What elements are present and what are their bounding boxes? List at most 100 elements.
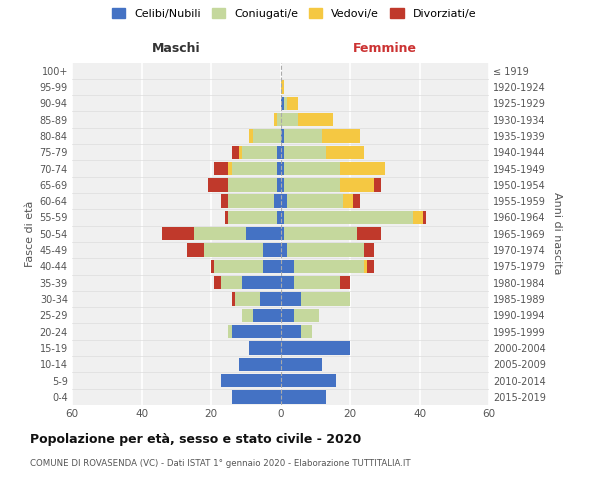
Bar [232, 146, 239, 159]
Text: Maschi: Maschi [152, 42, 200, 55]
Bar [281, 358, 322, 371]
Bar [284, 211, 413, 224]
Bar [163, 227, 194, 240]
Bar [281, 146, 284, 159]
Bar [364, 244, 374, 256]
Bar [249, 341, 281, 354]
Bar [239, 358, 281, 371]
Bar [281, 325, 301, 338]
Bar [284, 96, 287, 110]
Bar [277, 178, 281, 192]
Bar [340, 162, 385, 175]
Text: Femmine: Femmine [353, 42, 417, 55]
Bar [277, 146, 281, 159]
Bar [263, 260, 281, 273]
Bar [357, 227, 381, 240]
Bar [229, 178, 277, 192]
Bar [221, 374, 281, 387]
Bar [187, 244, 204, 256]
Bar [343, 194, 353, 208]
Bar [214, 276, 221, 289]
Bar [221, 194, 229, 208]
Bar [281, 194, 287, 208]
Bar [295, 308, 319, 322]
Bar [214, 260, 263, 273]
Bar [413, 211, 423, 224]
Bar [229, 194, 274, 208]
Bar [281, 129, 284, 142]
Bar [284, 162, 340, 175]
Bar [235, 292, 260, 306]
Bar [298, 113, 332, 126]
Bar [229, 325, 232, 338]
Bar [287, 244, 364, 256]
Bar [239, 146, 242, 159]
Bar [242, 308, 253, 322]
Bar [281, 292, 301, 306]
Bar [281, 211, 284, 224]
Text: COMUNE DI ROVASENDA (VC) - Dati ISTAT 1° gennaio 2020 - Elaborazione TUTTITALIA.: COMUNE DI ROVASENDA (VC) - Dati ISTAT 1°… [30, 459, 410, 468]
Bar [277, 113, 281, 126]
Bar [242, 276, 281, 289]
Bar [253, 308, 281, 322]
Bar [208, 178, 229, 192]
Text: Popolazione per età, sesso e stato civile - 2020: Popolazione per età, sesso e stato civil… [30, 432, 361, 446]
Bar [281, 96, 284, 110]
Bar [301, 292, 350, 306]
Bar [232, 390, 281, 404]
Bar [249, 129, 253, 142]
Bar [301, 325, 312, 338]
Bar [353, 194, 361, 208]
Bar [281, 260, 295, 273]
Bar [284, 146, 326, 159]
Bar [295, 276, 340, 289]
Bar [232, 292, 235, 306]
Bar [423, 211, 427, 224]
Bar [322, 129, 361, 142]
Bar [221, 276, 242, 289]
Bar [287, 194, 343, 208]
Bar [211, 260, 214, 273]
Bar [340, 178, 374, 192]
Bar [277, 211, 281, 224]
Bar [281, 308, 295, 322]
Bar [274, 113, 277, 126]
Bar [281, 162, 284, 175]
Bar [281, 178, 284, 192]
Bar [281, 227, 284, 240]
Bar [253, 129, 281, 142]
Y-axis label: Fasce di età: Fasce di età [25, 200, 35, 267]
Bar [281, 244, 287, 256]
Bar [214, 162, 229, 175]
Bar [281, 390, 326, 404]
Bar [281, 80, 284, 94]
Bar [194, 227, 246, 240]
Bar [246, 227, 281, 240]
Bar [281, 341, 350, 354]
Bar [364, 260, 367, 273]
Bar [281, 374, 336, 387]
Bar [295, 260, 364, 273]
Legend: Celibi/Nubili, Coniugati/e, Vedovi/e, Divorziati/e: Celibi/Nubili, Coniugati/e, Vedovi/e, Di… [110, 6, 478, 21]
Bar [263, 244, 281, 256]
Bar [281, 113, 298, 126]
Bar [225, 211, 229, 224]
Bar [287, 96, 298, 110]
Bar [374, 178, 381, 192]
Bar [232, 162, 277, 175]
Bar [274, 194, 281, 208]
Bar [277, 162, 281, 175]
Bar [367, 260, 374, 273]
Bar [326, 146, 364, 159]
Bar [284, 129, 322, 142]
Bar [281, 276, 295, 289]
Y-axis label: Anni di nascita: Anni di nascita [551, 192, 562, 275]
Bar [204, 244, 263, 256]
Bar [340, 276, 350, 289]
Bar [260, 292, 281, 306]
Bar [284, 178, 340, 192]
Bar [232, 325, 281, 338]
Bar [229, 162, 232, 175]
Bar [284, 227, 357, 240]
Bar [229, 211, 277, 224]
